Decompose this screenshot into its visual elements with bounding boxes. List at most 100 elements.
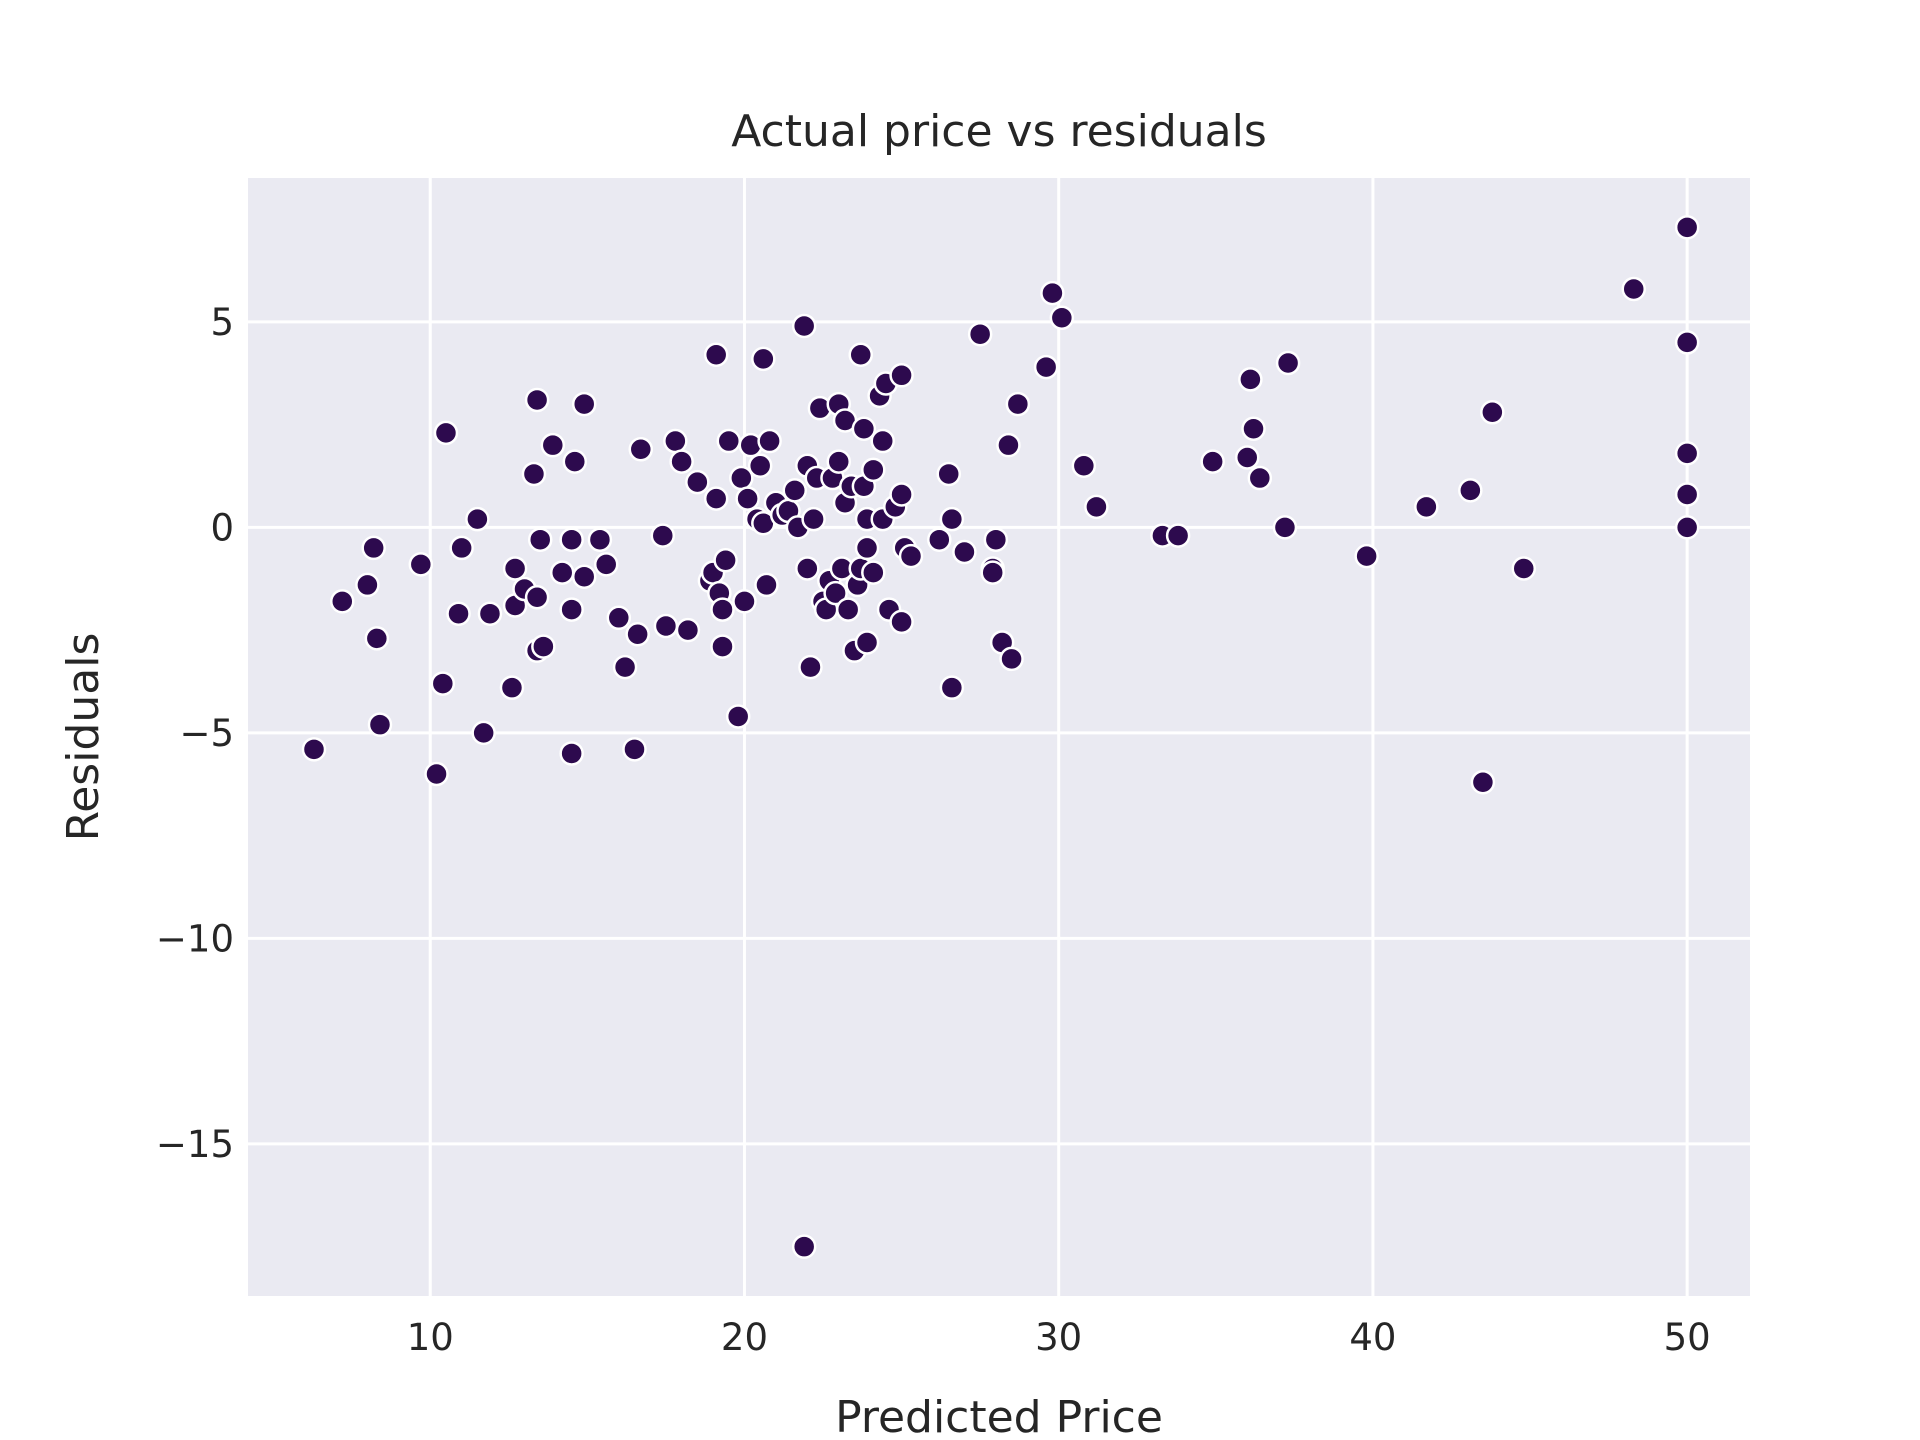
data-point xyxy=(1458,478,1483,503)
grid-lines xyxy=(248,178,1750,1296)
data-point xyxy=(1674,515,1700,540)
y-tick-label: −10 xyxy=(156,917,234,960)
data-point xyxy=(663,428,688,454)
data-point xyxy=(1084,494,1109,520)
data-point xyxy=(685,469,710,495)
data-point xyxy=(540,432,566,458)
data-point xyxy=(889,609,914,635)
data-point xyxy=(801,506,826,532)
data-point xyxy=(889,482,914,507)
chart-title: Actual price vs residuals xyxy=(731,106,1267,157)
y-axis-label: Residuals xyxy=(58,633,109,842)
data-point xyxy=(499,675,525,700)
scatter-points xyxy=(301,215,1700,1259)
data-point xyxy=(967,321,993,347)
data-point xyxy=(848,342,873,367)
data-point xyxy=(424,761,449,787)
data-point xyxy=(612,654,638,680)
data-point xyxy=(1033,354,1059,380)
data-point xyxy=(1272,515,1298,540)
data-point xyxy=(625,621,650,647)
data-point xyxy=(952,539,977,565)
data-point xyxy=(939,675,965,700)
y-tick-label: −15 xyxy=(156,1123,234,1166)
data-point xyxy=(725,704,751,729)
data-point xyxy=(927,527,952,552)
data-point xyxy=(798,654,823,680)
data-point xyxy=(1234,445,1260,470)
data-point xyxy=(1200,449,1225,474)
data-point xyxy=(1005,391,1031,417)
data-point xyxy=(710,634,735,659)
data-point xyxy=(587,527,613,552)
data-point xyxy=(1165,523,1191,548)
x-tick-label: 20 xyxy=(721,1316,768,1359)
data-point xyxy=(471,720,496,746)
data-point xyxy=(1674,330,1700,355)
data-point xyxy=(703,486,729,511)
x-tick-label: 40 xyxy=(1349,1316,1396,1359)
data-point xyxy=(703,342,729,367)
data-point xyxy=(675,617,701,643)
data-point xyxy=(669,449,694,474)
data-point xyxy=(1674,482,1700,507)
data-point xyxy=(531,634,556,659)
data-point xyxy=(527,527,553,552)
x-axis-label: Predicted Price xyxy=(835,1392,1163,1440)
data-point xyxy=(465,506,490,532)
x-tick-label: 30 xyxy=(1035,1316,1082,1359)
data-point xyxy=(795,556,820,581)
data-point xyxy=(430,671,456,696)
data-point xyxy=(757,428,782,454)
data-point xyxy=(939,506,965,532)
data-point xyxy=(559,597,584,622)
data-point xyxy=(735,486,760,511)
data-point xyxy=(562,449,588,474)
data-point xyxy=(1238,367,1263,392)
data-point xyxy=(433,420,459,446)
data-point xyxy=(983,527,1009,552)
data-point xyxy=(1071,453,1097,478)
data-point xyxy=(710,597,735,622)
data-point xyxy=(559,527,584,552)
data-point xyxy=(854,535,880,561)
data-point xyxy=(606,605,632,631)
data-point xyxy=(870,428,895,454)
data-point xyxy=(622,737,647,762)
data-point xyxy=(364,626,390,651)
data-point xyxy=(408,552,434,577)
data-point xyxy=(791,313,817,339)
y-tick-labels: 5 0 −5 −10 −15 xyxy=(156,301,234,1166)
data-point xyxy=(1414,494,1439,520)
data-point xyxy=(593,552,619,577)
data-point xyxy=(747,453,773,478)
data-point xyxy=(628,437,654,462)
data-point xyxy=(861,560,886,585)
data-point xyxy=(367,712,393,737)
y-tick-label: 5 xyxy=(210,301,234,344)
x-tick-label: 10 xyxy=(407,1316,454,1359)
data-point xyxy=(355,572,380,598)
data-point xyxy=(1275,350,1301,376)
data-point xyxy=(889,363,914,388)
y-tick-label: −5 xyxy=(179,712,234,755)
data-point xyxy=(751,346,776,372)
data-point xyxy=(826,449,851,474)
data-point xyxy=(898,543,924,569)
data-point xyxy=(1241,416,1266,441)
data-point xyxy=(1247,465,1273,491)
data-point xyxy=(1049,305,1075,330)
x-tick-label: 50 xyxy=(1664,1316,1711,1359)
data-point xyxy=(1511,556,1537,581)
data-point xyxy=(559,741,584,766)
data-point xyxy=(999,646,1024,672)
data-point xyxy=(754,572,779,598)
data-point xyxy=(835,597,861,622)
data-point xyxy=(936,461,961,487)
data-point xyxy=(1674,215,1700,240)
data-point xyxy=(823,580,848,606)
data-point xyxy=(477,601,503,626)
data-point xyxy=(650,523,676,548)
data-point xyxy=(1480,400,1505,425)
